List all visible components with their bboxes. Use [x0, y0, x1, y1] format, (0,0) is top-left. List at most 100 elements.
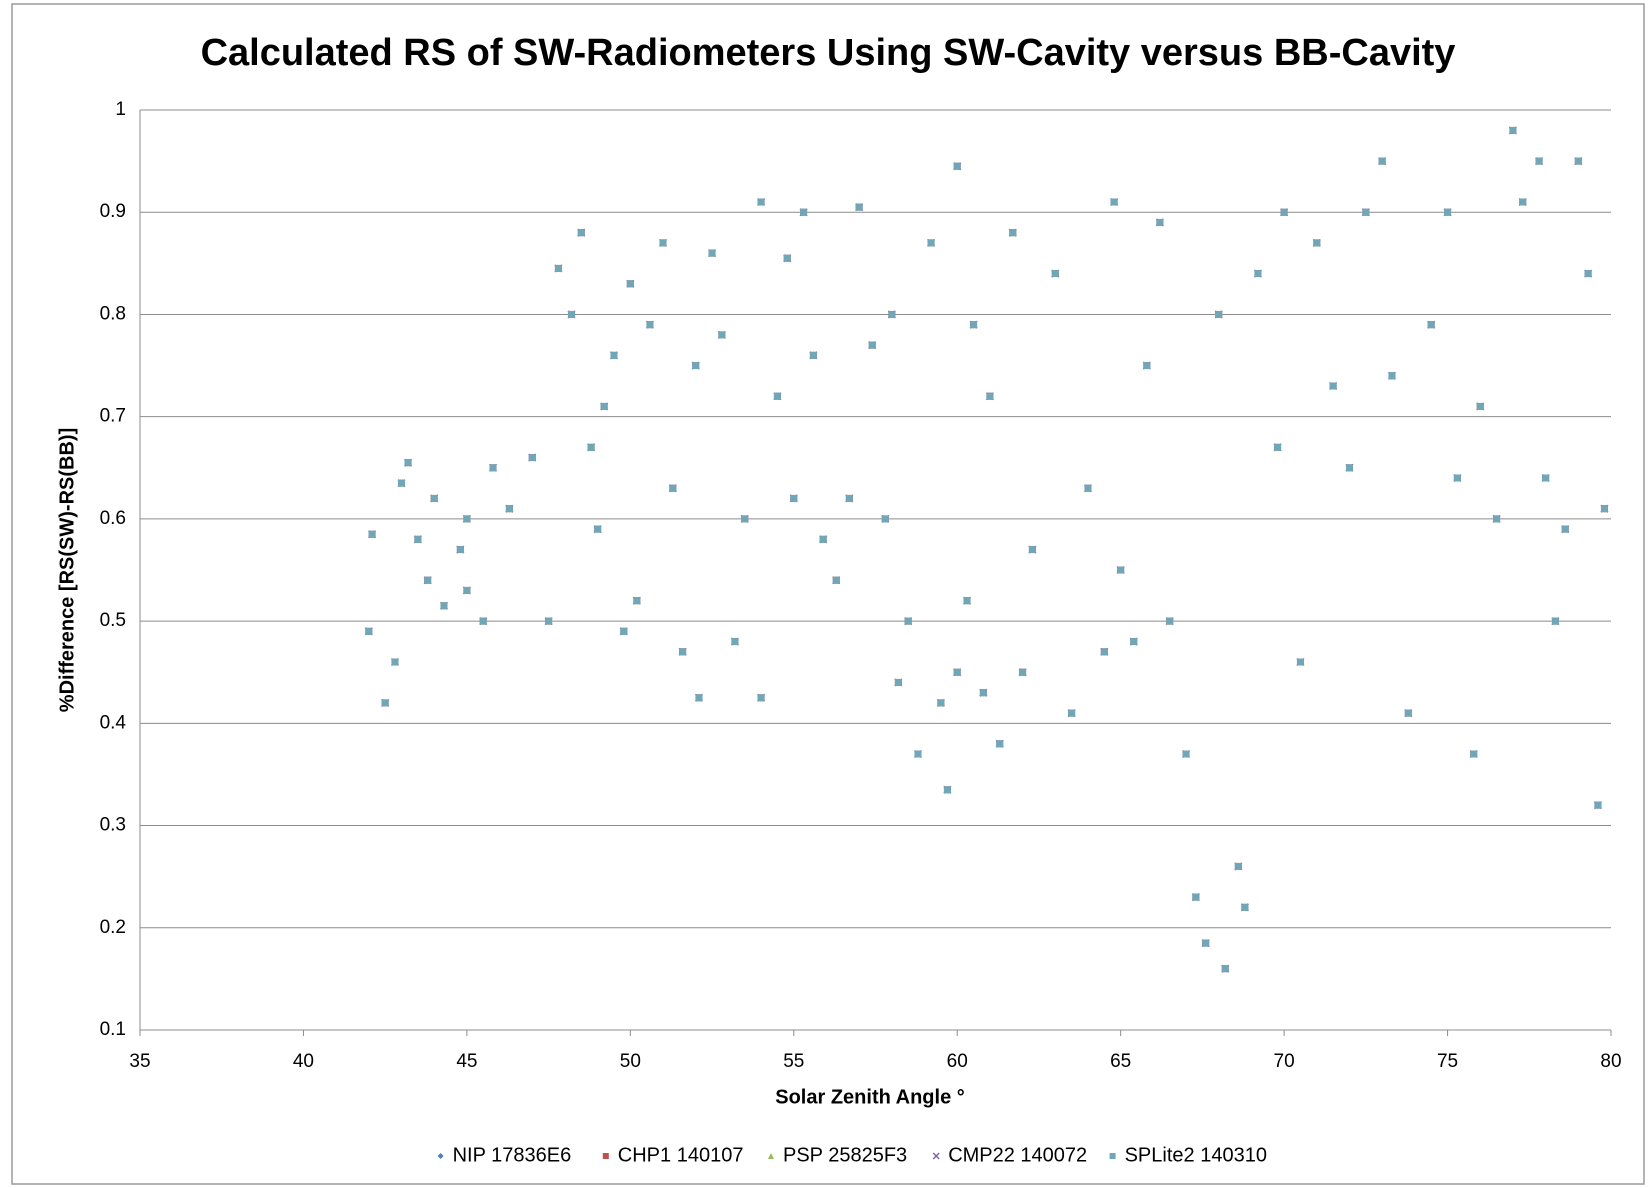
scatter-point	[1296, 658, 1304, 666]
scatter-point	[1117, 566, 1125, 574]
legend-label: SPLite2 140310	[1125, 1144, 1267, 1166]
scatter-point	[845, 494, 853, 502]
x-tick-label: 80	[1600, 1051, 1621, 1072]
scatter-point	[594, 525, 602, 533]
scatter-point	[414, 535, 422, 543]
scatter-point	[365, 627, 373, 635]
y-tick-label: 0.8	[100, 303, 126, 324]
scatter-point	[440, 602, 448, 610]
x-tick-label: 45	[456, 1051, 477, 1072]
scatter-point	[1388, 372, 1396, 380]
scatter-point	[1280, 208, 1288, 216]
x-tick-label: 50	[620, 1051, 641, 1072]
scatter-point	[1378, 157, 1386, 165]
scatter-point	[1535, 157, 1543, 165]
scatter-point	[692, 362, 700, 370]
scatter-point	[741, 515, 749, 523]
scatter-point	[1110, 198, 1118, 206]
scatter-point	[1427, 321, 1435, 329]
scatter-point	[894, 678, 902, 686]
scatter-point	[1221, 965, 1229, 973]
scatter-point	[1130, 638, 1138, 646]
scatter-point	[943, 786, 951, 794]
y-tick-label: 1	[115, 99, 126, 120]
scatter-point	[979, 689, 987, 697]
scatter-point	[1028, 546, 1036, 554]
scatter-point	[1404, 709, 1412, 717]
scatter-point	[1561, 525, 1569, 533]
scatter-point	[1470, 750, 1478, 758]
scatter-point	[424, 576, 432, 584]
x-tick-label: 60	[947, 1051, 968, 1072]
y-tick-label: 0.6	[100, 508, 126, 529]
y-tick-label: 0.9	[100, 201, 126, 222]
chart-title: Calculated RS of SW-Radiometers Using SW…	[201, 32, 1456, 74]
scatter-point	[986, 392, 994, 400]
scatter-point	[1166, 617, 1174, 625]
scatter-point	[554, 264, 562, 272]
scatter-point	[1574, 157, 1582, 165]
scatter-point	[1594, 801, 1602, 809]
scatter-point	[1509, 126, 1517, 134]
scatter-point	[757, 198, 765, 206]
scatter-point	[708, 249, 716, 257]
scatter-point	[1100, 648, 1108, 656]
scatter-point	[600, 402, 608, 410]
scatter-point	[505, 505, 513, 513]
scatter-point	[1254, 270, 1262, 278]
scatter-point	[1345, 464, 1353, 472]
scatter-point	[1019, 668, 1027, 676]
scatter-point	[868, 341, 876, 349]
scatter-point	[620, 627, 628, 635]
y-tick-label: 0.5	[100, 610, 126, 631]
scatter-point	[1313, 239, 1321, 247]
scatter-point	[953, 668, 961, 676]
scatter-point	[783, 254, 791, 262]
scatter-point	[1051, 270, 1059, 278]
scatter-point	[1542, 474, 1550, 482]
y-tick-label: 0.4	[100, 712, 127, 733]
scatter-point	[404, 459, 412, 467]
scatter-point	[1241, 903, 1249, 911]
scatter-point	[937, 699, 945, 707]
scatter-point	[809, 351, 817, 359]
scatter-point	[963, 597, 971, 605]
scatter-point	[587, 443, 595, 451]
scatter-point	[456, 546, 464, 554]
scatter-point	[1519, 198, 1527, 206]
scatter-point	[695, 694, 703, 702]
scatter-point	[1084, 484, 1092, 492]
x-axis-label: Solar Zenith Angle °	[775, 1086, 965, 1108]
scatter-point	[1329, 382, 1337, 390]
scatter-point	[391, 658, 399, 666]
legend-label: CMP22 140072	[948, 1144, 1087, 1166]
scatter-point	[430, 494, 438, 502]
scatter-point	[567, 310, 575, 318]
scatter-point	[832, 576, 840, 584]
legend-marker	[768, 1153, 774, 1159]
scatter-point	[790, 494, 798, 502]
scatter-point	[996, 740, 1004, 748]
scatter-point	[1215, 310, 1223, 318]
scatter-point	[1551, 617, 1559, 625]
scatter-point	[757, 694, 765, 702]
y-axis-label: %Difference [RS(SW)-RS(BB)]	[56, 428, 78, 712]
scatter-point	[368, 530, 376, 538]
scatter-point	[970, 321, 978, 329]
x-tick-label: 75	[1437, 1051, 1458, 1072]
scatter-point	[1143, 362, 1151, 370]
scatter-point	[1202, 939, 1210, 947]
scatter-point	[819, 535, 827, 543]
legend-marker	[1109, 1153, 1116, 1159]
x-tick-label: 55	[783, 1051, 804, 1072]
scatter-point	[1182, 750, 1190, 758]
x-tick-label: 70	[1274, 1051, 1295, 1072]
scatter-point	[633, 597, 641, 605]
scatter-point	[545, 617, 553, 625]
legend-marker	[932, 1152, 940, 1160]
scatter-point	[953, 162, 961, 170]
scatter-point	[881, 515, 889, 523]
scatter-point	[1600, 505, 1608, 513]
scatter-point	[927, 239, 935, 247]
